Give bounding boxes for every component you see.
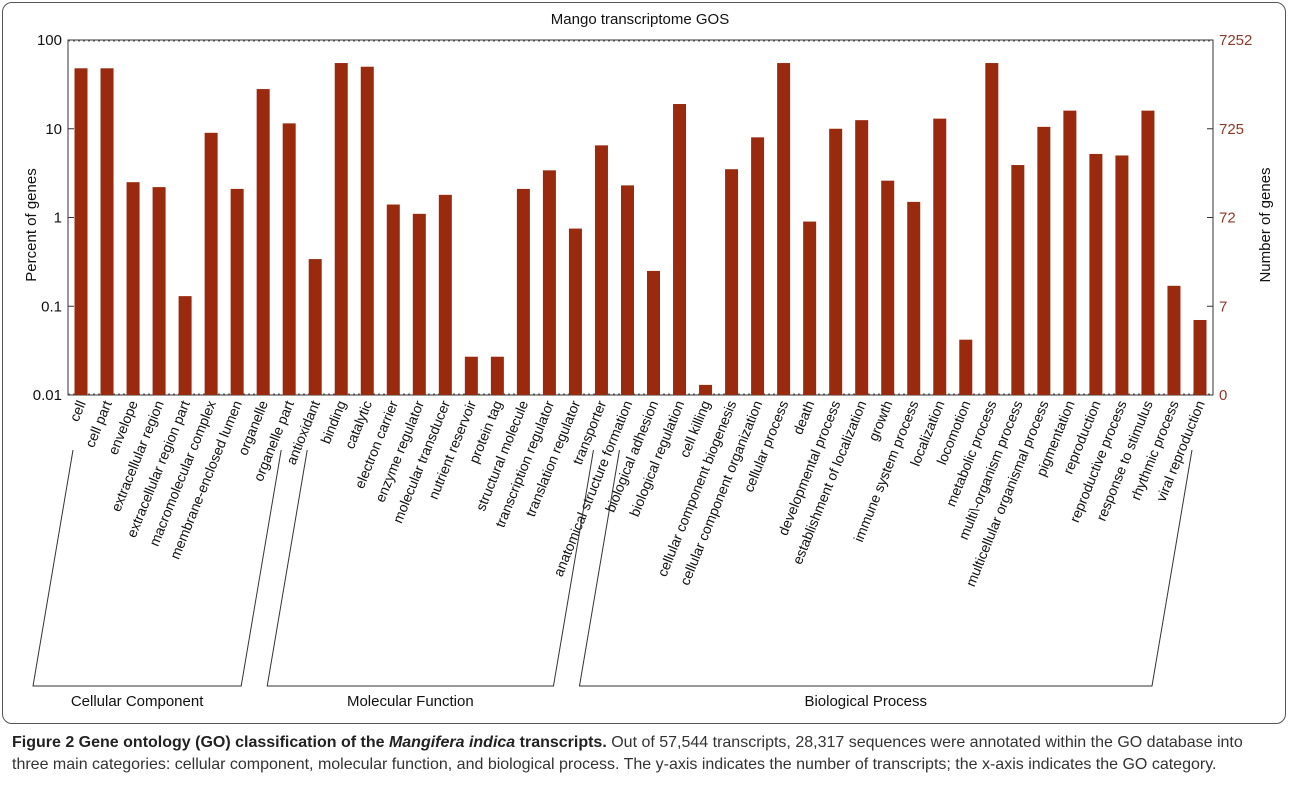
- bar: [1115, 155, 1129, 395]
- chart-title: Mango transcriptome GOS: [551, 11, 729, 28]
- bar: [412, 213, 426, 395]
- y2-tick-label: 7: [1219, 298, 1227, 315]
- bar: [438, 194, 452, 395]
- bar: [647, 270, 661, 395]
- bar: [542, 170, 556, 395]
- x-tick-label: cell: [66, 398, 89, 423]
- bar: [1011, 165, 1025, 395]
- bar: [803, 221, 817, 395]
- bar: [620, 185, 634, 395]
- y2-axis-label: Number of genes: [1257, 167, 1274, 282]
- bar: [1063, 110, 1077, 396]
- y-tick-label: 0.01: [33, 387, 62, 404]
- bar: [490, 356, 504, 395]
- bar: [725, 169, 739, 395]
- caption-label: Figure 2: [12, 734, 75, 751]
- bar: [178, 296, 192, 395]
- y-tick-label: 100: [37, 32, 62, 49]
- bar: [126, 182, 140, 395]
- bar: [751, 137, 765, 395]
- bar: [699, 384, 713, 395]
- bar: [334, 63, 348, 395]
- bar: [1193, 319, 1207, 395]
- x-tick-label: death: [789, 398, 817, 436]
- y2-tick-label: 0: [1219, 387, 1227, 404]
- group-label: Cellular Component: [71, 693, 204, 710]
- group-bracket: [578, 449, 1193, 687]
- bar: [933, 118, 947, 396]
- bar: [464, 356, 478, 395]
- caption-title: Gene ontology (GO) classification of the: [74, 734, 389, 751]
- group-label: Biological Process: [804, 693, 927, 710]
- figure-frame: [2, 2, 1286, 724]
- chart: Mango transcriptome GOS Percent of genes…: [23, 11, 1274, 710]
- bar: [282, 123, 296, 395]
- bar: [907, 201, 921, 395]
- caption: Figure 2 Gene ontology (GO) classificati…: [12, 732, 1280, 776]
- bar: [673, 104, 687, 395]
- bar: [204, 132, 218, 395]
- bar: [516, 188, 530, 395]
- caption-text: Out of 57,544 transcripts, 28,317 sequen…: [12, 734, 1243, 773]
- y2-tick-label: 72: [1219, 210, 1236, 227]
- bar: [777, 63, 791, 395]
- bar: [594, 145, 608, 395]
- bar: [1141, 110, 1155, 396]
- bar: [256, 89, 270, 395]
- group-bracket: [32, 449, 282, 687]
- bar: [568, 228, 582, 395]
- bar: [100, 68, 114, 395]
- y-tick-label: 0.1: [41, 298, 62, 315]
- bar: [230, 188, 244, 395]
- group-label: Molecular Function: [347, 693, 474, 710]
- bar: [855, 120, 869, 396]
- bar: [152, 187, 166, 395]
- bar: [1167, 285, 1181, 395]
- bar: [308, 259, 322, 395]
- bar: [959, 339, 973, 395]
- y2-tick-label: 725: [1219, 121, 1244, 138]
- y-tick-label: 1: [54, 210, 62, 227]
- bar: [985, 63, 999, 395]
- y2-tick-label: 7252: [1219, 32, 1252, 49]
- y-axis-label: Percent of genes: [23, 168, 40, 281]
- caption-title-end: transcripts.: [515, 734, 607, 751]
- bar: [1089, 153, 1103, 395]
- bar: [386, 204, 400, 395]
- caption-title-italic: Mangifera indica: [388, 734, 516, 751]
- bar: [829, 128, 843, 395]
- bar: [1037, 126, 1051, 396]
- group-bracket: [266, 449, 594, 687]
- bar: [360, 66, 374, 395]
- y-tick-label: 10: [45, 121, 62, 138]
- bar: [881, 180, 895, 395]
- bar: [74, 68, 88, 395]
